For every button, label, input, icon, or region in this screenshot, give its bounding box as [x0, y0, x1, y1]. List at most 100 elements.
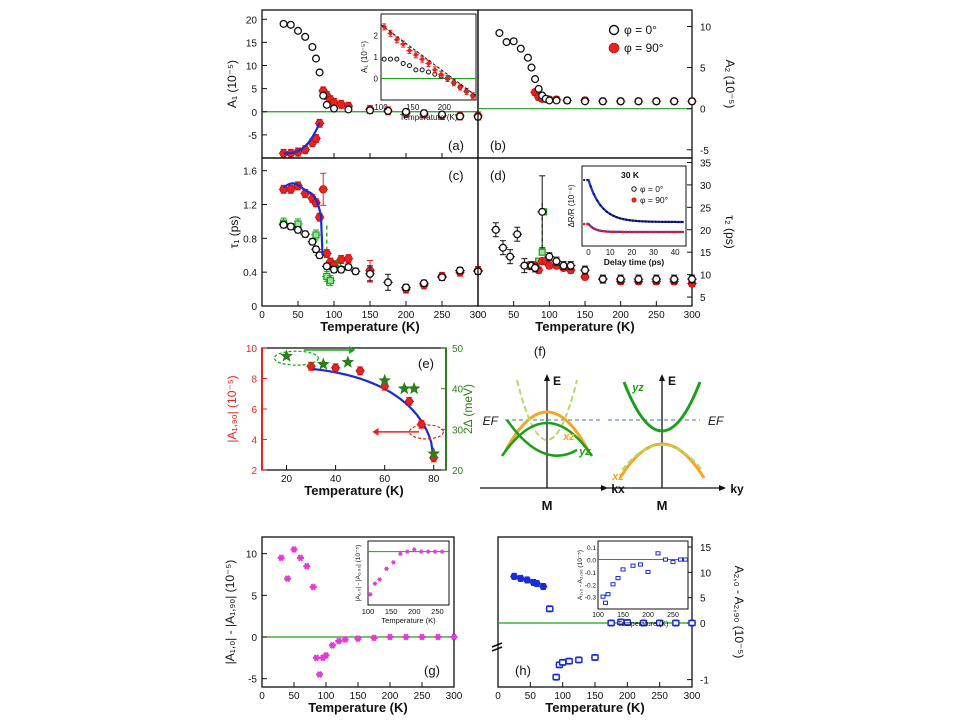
data-point — [319, 185, 328, 194]
fit-curve — [282, 182, 324, 256]
panel-label: (f) — [534, 344, 546, 359]
y-axis-label: τ₂ (ps) — [723, 215, 737, 248]
inset-point — [394, 56, 400, 62]
band-yz-2 — [500, 421, 594, 457]
inset-point — [464, 89, 469, 94]
inset-y-tick-label: -0.1 — [585, 570, 597, 577]
data-point — [437, 273, 447, 282]
data-point — [455, 266, 465, 275]
inset-point — [635, 219, 638, 223]
x-axis-label: Temperature (K) — [308, 700, 407, 715]
inset-point — [655, 551, 661, 556]
data-point — [533, 579, 541, 588]
data-point — [607, 619, 615, 627]
xz-label: xz — [611, 471, 624, 483]
inset-point — [398, 551, 403, 557]
data-point — [498, 243, 508, 252]
data-point — [687, 275, 697, 284]
M-point-label: M — [657, 498, 668, 513]
data-point — [286, 20, 295, 29]
x-tick-label: 100 — [326, 310, 343, 321]
y-tick-label: 1.6 — [243, 167, 257, 178]
data-point — [639, 619, 648, 627]
inset-point — [622, 217, 625, 221]
data-point — [344, 105, 353, 114]
data-point — [552, 96, 561, 105]
y-tick-label: 5 — [251, 591, 257, 602]
inset-point — [612, 230, 615, 234]
legend-marker-red — [608, 42, 620, 54]
inset-point — [592, 227, 596, 230]
y-axis-label: A₂,₀ - A₂,₉₀ (10⁻⁵) — [732, 566, 746, 659]
inset-x-tick-label: 100 — [362, 607, 375, 616]
inset-point — [589, 185, 592, 188]
y-tick-label: 5 — [700, 293, 706, 304]
inset-point — [381, 56, 387, 62]
M-point-label: M — [542, 498, 553, 513]
panel-b-frame — [477, 9, 693, 159]
y-tick-label: 15 — [246, 38, 258, 49]
data-point — [405, 397, 414, 406]
y-tick-label: 15 — [700, 248, 712, 259]
x-tick-label: 200 — [619, 691, 636, 702]
x-tick-label: 250 — [414, 691, 431, 702]
y-tick-label: 10 — [700, 22, 712, 33]
inset-y-axis-label: |A₁,₀| - |A₁,₉₀| (10⁻⁵) — [355, 545, 362, 602]
data-point — [670, 275, 679, 284]
inset-point — [605, 210, 609, 213]
y2-tick-label: 20 — [452, 466, 464, 477]
data-point — [322, 249, 331, 258]
inset-frame — [597, 540, 689, 610]
inset-point — [673, 230, 677, 234]
inset-title: 30 K — [621, 170, 640, 180]
y-tick-label: 10 — [700, 271, 712, 282]
inset-x-tick-label: 40 — [671, 248, 680, 257]
inset-point — [400, 60, 406, 66]
x-axis-label: Temperature (K) — [304, 483, 403, 498]
arrow-head — [372, 427, 379, 436]
data-point — [311, 54, 321, 63]
data-point — [401, 283, 411, 292]
data-point — [523, 576, 531, 584]
inset-point — [683, 557, 688, 562]
fit-curve — [283, 122, 321, 155]
data-point — [322, 100, 331, 109]
inset-point — [631, 230, 635, 234]
inset-point — [420, 57, 425, 62]
data-point — [509, 37, 518, 46]
inset-point — [458, 85, 463, 90]
data-point — [580, 97, 590, 106]
inset-point — [596, 199, 599, 202]
inset-y-tick-label: 2 — [374, 32, 379, 41]
data-point — [279, 19, 288, 28]
data-point — [315, 68, 324, 77]
panel-label: (h) — [515, 663, 531, 678]
y-tick-label: 0.4 — [243, 268, 257, 279]
data-point — [301, 32, 310, 41]
x-tick-label: 40 — [330, 474, 342, 485]
x-tick-label: 300 — [470, 310, 487, 321]
panel-c-frame — [261, 157, 479, 307]
panel-label: (d) — [490, 168, 506, 183]
x-tick-label: 50 — [525, 691, 537, 702]
inset-point — [670, 230, 674, 234]
data-point — [356, 366, 365, 375]
data-point — [652, 275, 661, 284]
data-point — [552, 257, 561, 266]
energy-axis-arrow — [544, 374, 550, 381]
data-point — [383, 278, 393, 287]
xz-label: xz — [562, 431, 575, 443]
inset-x-tick-label: 30 — [649, 248, 658, 257]
data-point — [538, 207, 547, 216]
inset-point — [405, 549, 410, 554]
inset-point — [638, 562, 643, 567]
inset-x-tick-label: 200 — [438, 103, 452, 112]
inset-x-tick-label: 200 — [408, 607, 421, 616]
inset-point — [628, 219, 631, 222]
inset-point — [433, 549, 437, 554]
data-point — [539, 582, 547, 591]
data-point — [419, 109, 429, 118]
inset-point — [628, 230, 631, 234]
data-point — [365, 269, 375, 278]
